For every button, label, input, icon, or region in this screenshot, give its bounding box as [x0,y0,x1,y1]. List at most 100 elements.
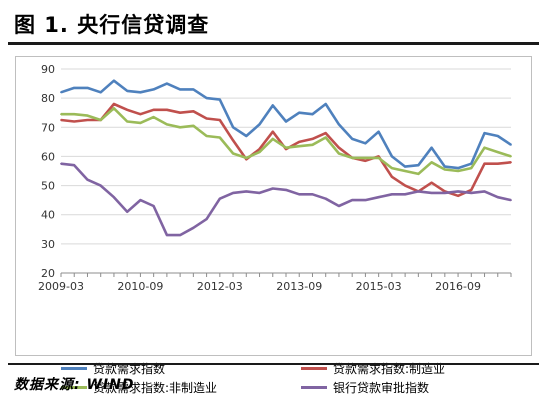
data-point [483,162,486,165]
data-point [271,138,274,140]
data-point [496,196,499,199]
data-point [113,196,115,199]
data-point [245,157,248,159]
data-point [205,135,208,137]
legend-item: 银行贷款审批指数 [301,379,429,395]
data-point [324,136,327,139]
x-tick-label: 2009-03 [38,280,84,293]
data-point [139,122,142,124]
data-point [457,194,459,197]
data-point [404,184,406,187]
data-point [311,143,314,146]
page-title: 图 1. 央行信贷调查 [14,13,210,37]
data-point [232,126,235,129]
data-point [166,108,168,111]
data-point [285,120,287,123]
data-point [113,79,115,82]
data-point [86,87,89,89]
data-point [443,168,446,171]
data-point [60,91,62,94]
data-point [364,142,367,145]
data-point [391,193,393,196]
data-point [205,117,208,120]
data-point [60,162,62,165]
data-point [298,193,301,196]
y-tick-label: 60 [41,150,55,163]
data-source-note: 数据来源: WIND [14,377,135,393]
legend-item: 贷款需求指数:非制造业 [61,379,217,395]
data-point [311,138,314,140]
data-point [245,135,248,137]
data-point [179,111,182,114]
data-point [166,234,168,237]
data-point [205,97,208,99]
data-point [324,132,327,134]
data-point [258,123,261,126]
data-point [457,170,459,172]
data-point [99,91,102,94]
data-point [285,189,287,191]
data-point [205,218,208,221]
data-point [404,193,406,196]
legend-label: 贷款需求指数:非制造业 [93,380,218,395]
data-point [166,123,168,126]
x-tick-label: 2012-03 [197,280,243,293]
series-line-4 [60,162,512,237]
y-tick-label: 80 [41,92,55,105]
data-point [285,146,287,149]
data-point [192,88,195,91]
y-tick-label: 20 [41,267,55,280]
y-tick-label: 40 [41,209,55,222]
data-point [470,167,473,169]
x-tick-label: 2016-09 [435,280,481,293]
data-point [457,190,459,193]
data-point [152,88,155,91]
data-point [364,199,367,202]
data-point [364,159,367,162]
data-point [470,162,473,165]
data-point [470,189,473,191]
x-tick-label: 2015-03 [356,280,402,293]
data-point [179,126,182,129]
data-point [298,141,301,143]
data-point [126,210,129,213]
legend-swatch [61,385,87,389]
data-point [496,135,499,137]
data-point [218,98,221,101]
data-point [139,199,142,202]
data-point [443,192,446,194]
data-point [483,132,486,134]
data-point [496,162,499,165]
data-point [192,110,195,113]
data-point [377,196,380,199]
data-point [298,145,301,148]
data-point [179,234,182,237]
data-point [311,193,314,196]
data-point [86,114,89,117]
data-point [483,146,486,149]
data-point [404,165,406,168]
data-point [152,116,155,118]
data-point [430,181,433,184]
data-point [271,187,274,190]
data-point [192,226,195,229]
data-point [417,164,420,167]
legend-label: 贷款需求指数:制造业 [333,361,446,376]
y-tick-label: 30 [41,238,55,251]
x-tick-label: 2010-09 [117,280,163,293]
data-point [60,113,62,116]
data-point [470,192,473,194]
data-point [232,139,235,142]
data-point [113,103,115,105]
y-tick-label: 90 [41,63,55,76]
y-tick-label: 50 [41,180,55,193]
data-point [218,136,221,139]
data-point [430,146,433,149]
data-point [192,124,195,127]
data-point [417,173,420,175]
data-point [166,82,168,85]
data-point [126,90,129,92]
series-line-1 [60,79,512,170]
data-point [457,167,459,169]
data-point [430,161,433,164]
